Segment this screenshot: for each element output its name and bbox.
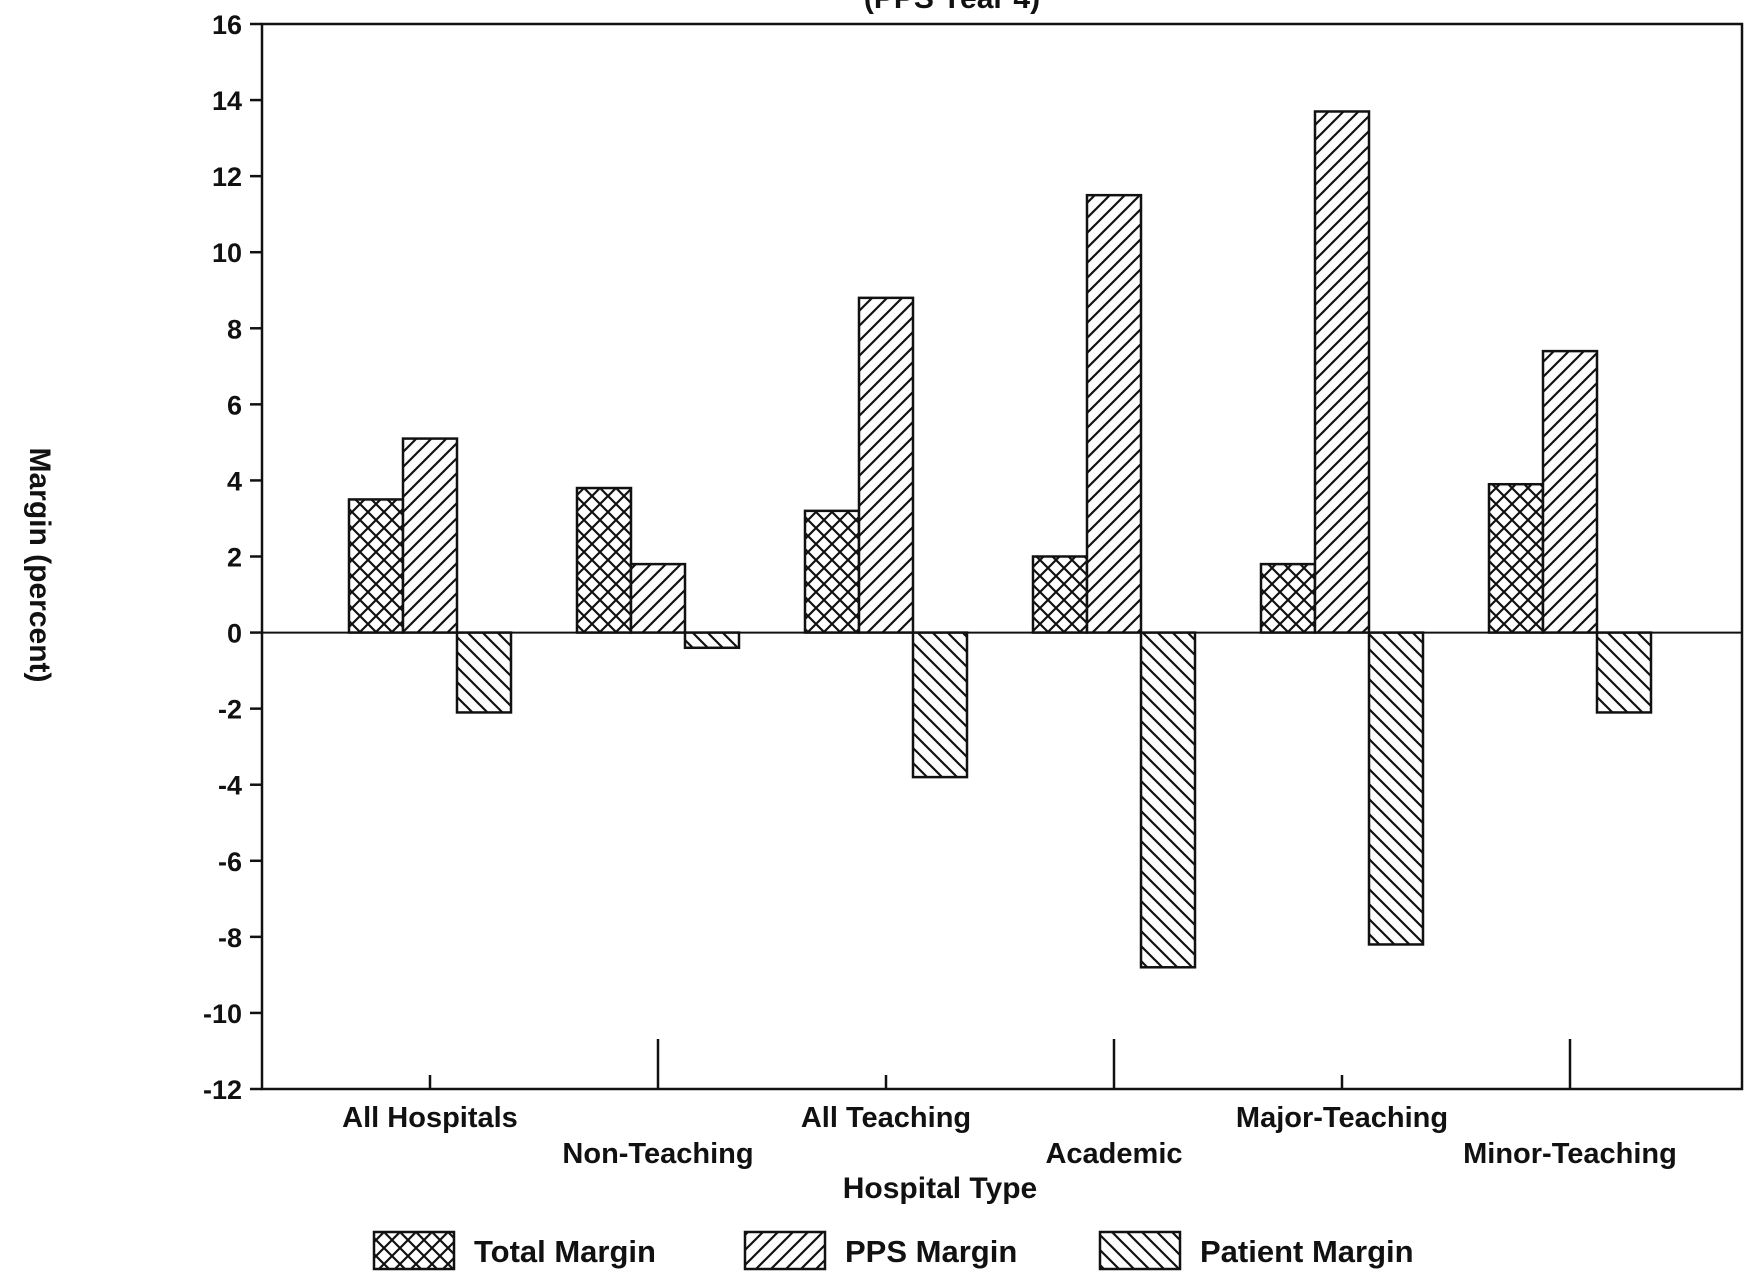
legend-label-total-margin: Total Margin — [474, 1234, 656, 1269]
bar-minor-teaching-pps-margin — [1541, 349, 1599, 634]
chart-title: (PPS Year 4) — [864, 0, 1040, 15]
x-tick-label-academic: Academic — [1045, 1138, 1182, 1170]
x-tick-label-all-hospitals: All Hospitals — [342, 1102, 518, 1134]
legend-swatch-pps-margin — [743, 1230, 827, 1271]
bar-all-teaching-patient-margin — [911, 631, 969, 779]
bar-minor-teaching-total-margin — [1487, 482, 1545, 634]
bar-all-hospitals-pps-margin — [401, 437, 459, 634]
y-tick-label: 16 — [212, 10, 242, 40]
legend: Total Margin PPS Margin Patient Margin — [372, 1230, 1414, 1271]
bars-group — [347, 110, 1653, 969]
bar-non-teaching-total-margin — [575, 486, 633, 634]
bar-academic-patient-margin — [1139, 631, 1197, 969]
bar-academic-pps-margin — [1085, 193, 1143, 634]
y-tick-label: -8 — [218, 923, 242, 953]
bar-non-teaching-pps-margin — [629, 562, 687, 634]
y-tick-label: -6 — [218, 847, 242, 877]
y-tick-label: 8 — [227, 314, 242, 344]
bar-non-teaching-patient-margin — [683, 631, 741, 650]
x-tick-label-minor-teaching: Minor-Teaching — [1463, 1138, 1677, 1170]
legend-swatch-patient-margin — [1098, 1230, 1182, 1271]
bar-academic-total-margin — [1031, 555, 1089, 634]
legend-label-pps-margin: PPS Margin — [845, 1234, 1017, 1269]
y-tick-label: -4 — [218, 771, 242, 801]
bar-minor-teaching-patient-margin — [1595, 631, 1653, 714]
y-tick-label: 4 — [227, 466, 242, 496]
y-axis: 16 14 12 10 8 6 4 2 0 -2 -4 -6 -8 -10 -12 — [203, 10, 262, 1105]
y-tick-label: 10 — [212, 238, 242, 268]
y-tick-label: 12 — [212, 162, 242, 192]
x-tick-label-major-teaching: Major-Teaching — [1236, 1102, 1448, 1134]
bar-major-teaching-patient-margin — [1367, 631, 1425, 946]
bar-all-teaching-total-margin — [803, 509, 861, 634]
y-tick-label: -10 — [203, 999, 242, 1029]
y-tick-label: -2 — [218, 695, 242, 725]
bar-major-teaching-total-margin — [1259, 562, 1317, 634]
bar-all-hospitals-total-margin — [347, 498, 405, 634]
bar-all-teaching-pps-margin — [857, 296, 915, 634]
x-tick-label-non-teaching: Non-Teaching — [562, 1138, 753, 1170]
y-tick-label: 6 — [227, 390, 242, 420]
y-tick-label: -12 — [203, 1075, 242, 1105]
bar-all-hospitals-patient-margin — [455, 631, 513, 714]
x-axis: All Hospitals Non-Teaching All Teaching Aca… — [342, 1039, 1677, 1170]
y-tick-label: 2 — [227, 543, 242, 573]
x-tick-label-all-teaching: All Teaching — [801, 1102, 971, 1134]
bar-major-teaching-pps-margin — [1313, 110, 1371, 634]
x-axis-title: Hospital Type — [843, 1172, 1037, 1205]
y-tick-label: 0 — [227, 619, 242, 649]
y-axis-title: Margin (percent) — [23, 447, 56, 682]
legend-swatch-total-margin — [372, 1230, 456, 1271]
legend-label-patient-margin: Patient Margin — [1200, 1234, 1414, 1269]
y-tick-label: 14 — [212, 86, 242, 116]
